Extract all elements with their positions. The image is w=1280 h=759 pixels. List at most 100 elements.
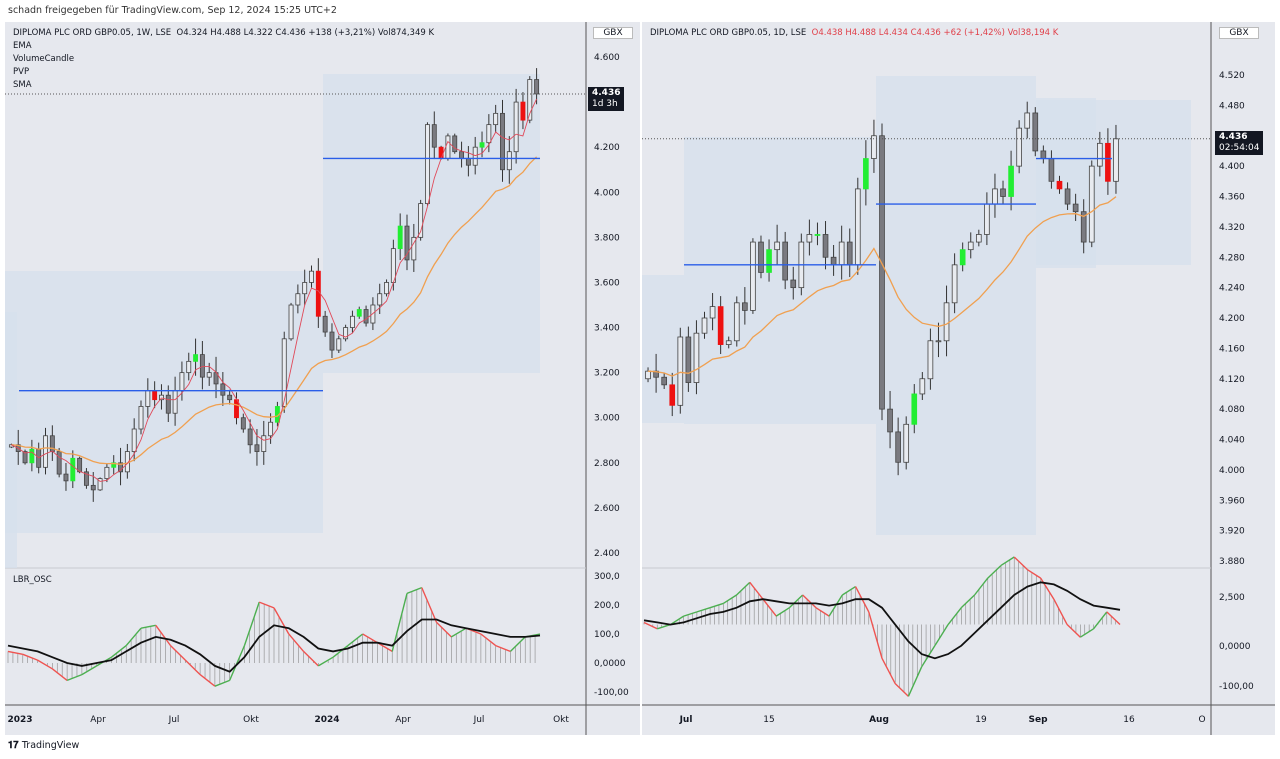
candle-down (227, 394, 233, 401)
candle-up (975, 234, 982, 243)
osc-fast-line (828, 594, 843, 617)
weekly-chart-canvas[interactable]: 4.600 4.200 4.000 3.800 3.600 3.400 3.200 3.000… (5, 22, 640, 735)
osc-fast-line (696, 606, 711, 613)
symbol-title[interactable]: DIPLOMA PLC ORD GBP0.05, 1D, LSE (650, 28, 807, 38)
osc-tick-label: 0,0000 (594, 659, 626, 669)
candle-up (871, 135, 877, 159)
weekly-chart-pane[interactable]: 4.600 4.200 4.000 3.800 3.600 3.400 3.200 3.000… (5, 22, 640, 735)
candle-down (452, 135, 458, 153)
candle-up (527, 79, 533, 121)
osc-fast-line (258, 601, 275, 609)
price-tick-label: 4.240 (1219, 284, 1245, 294)
osc-fast-line (1066, 624, 1081, 638)
daily-chart-pane[interactable]: 4.520 4.480 4.400 4.360 4.320 4.280 4.240 4.200… (642, 22, 1275, 735)
osc-fast-line (1013, 556, 1028, 571)
currency-label[interactable]: GBX (1219, 27, 1259, 39)
osc-fast-line (170, 645, 186, 661)
osc-fast-line (184, 659, 201, 676)
osc-fast-line (66, 673, 83, 682)
price-tick-label: 4.520 (1219, 71, 1245, 81)
osc-fast-line (199, 674, 216, 687)
candle-up (425, 124, 430, 204)
candle-down (1080, 211, 1087, 243)
osc-fast-line (436, 621, 452, 638)
osc-fast-line (841, 585, 856, 596)
candle-down (790, 279, 797, 289)
daily-chart-canvas[interactable]: 4.520 4.480 4.400 4.360 4.320 4.280 4.240 4.200… (642, 22, 1275, 735)
currency-label[interactable]: GBX (593, 27, 633, 39)
price-tick-label: 3.400 (594, 324, 620, 334)
osc-fast-line (155, 624, 172, 647)
candle-up (288, 304, 294, 340)
candle-up (935, 340, 942, 343)
indicator-volumecandle[interactable]: VolumeCandle (13, 54, 75, 64)
osc-fast-line (288, 633, 305, 652)
candle-up (1113, 138, 1119, 182)
osc-fast-line (960, 594, 976, 609)
logo-icon: 𝟏𝟕 (8, 740, 22, 751)
time-tick-label: Okt (553, 715, 569, 725)
candle-up (445, 135, 451, 159)
osc-tick-label: 2,500 (1219, 593, 1245, 603)
price-tick-label: 4.000 (594, 188, 620, 198)
tradingview-logo[interactable]: 𝟏𝟕 TradingView (8, 740, 79, 751)
bar-countdown: 02:54:04 (1219, 143, 1260, 153)
osc-fast-line (788, 594, 804, 609)
time-tick-label: 2024 (314, 715, 339, 725)
candle-up (709, 306, 716, 319)
time-tick-label: Sep (1028, 715, 1048, 725)
candle-up (397, 225, 403, 250)
oscillator-label[interactable]: LBR_OSC (13, 575, 52, 585)
osc-fast-line (1093, 611, 1108, 630)
candle-up (43, 435, 48, 468)
osc-tick-label: 200,0 (594, 601, 620, 611)
price-tick-label: 3.600 (594, 278, 620, 288)
osc-fast-line (749, 581, 764, 600)
osc-fast-line (125, 627, 142, 647)
osc-fast-line (303, 650, 319, 667)
osc-fast-line (722, 594, 737, 605)
price-tick-label: 4.480 (1219, 101, 1245, 111)
osc-fast-line (775, 607, 790, 617)
symbol-title[interactable]: DIPLOMA PLC ORD GBP0.05, 1W, LSE (13, 28, 172, 38)
logo-text: TradingView (21, 740, 80, 751)
candle-up (172, 390, 178, 414)
candle-down (240, 417, 246, 430)
candle-down (661, 376, 667, 386)
candle-up (384, 282, 389, 295)
osc-fast-line (406, 586, 423, 595)
candle-up (863, 158, 869, 190)
osc-fast-line (815, 607, 830, 617)
osc-fast-line (391, 593, 408, 652)
candle-up (206, 372, 212, 378)
candle-up (145, 390, 151, 407)
time-tick-label: Apr (90, 715, 106, 725)
candle-up (309, 270, 314, 283)
time-tick-label: Jul (168, 715, 180, 725)
candle-up (186, 360, 192, 374)
candle-up (138, 406, 144, 430)
price-tick-label: 4.600 (594, 53, 620, 63)
candle-up (159, 394, 164, 401)
osc-fast-line (934, 624, 949, 647)
indicator-sma[interactable]: SMA (13, 80, 32, 90)
osc-fast-line (229, 645, 246, 681)
osc-fast-line (243, 601, 260, 646)
candle-up (1024, 112, 1031, 129)
osc-fast-line (37, 659, 53, 670)
candle-down (438, 146, 444, 159)
osc-fast-line (111, 645, 127, 658)
candle-up (903, 423, 910, 463)
candle-up (349, 315, 355, 328)
candle-up (967, 241, 974, 251)
indicator-ema[interactable]: EMA (13, 41, 32, 51)
candle-down (431, 124, 437, 148)
last-price: 4.436 (1219, 132, 1248, 142)
candle-up (919, 378, 926, 395)
candle-down (742, 302, 748, 311)
osc-fast-line (881, 658, 896, 684)
candle-up (193, 354, 199, 362)
bar-countdown: 1d 3h (592, 99, 618, 109)
indicator-pvp[interactable]: PVP (13, 67, 30, 77)
candle-down (465, 158, 471, 166)
